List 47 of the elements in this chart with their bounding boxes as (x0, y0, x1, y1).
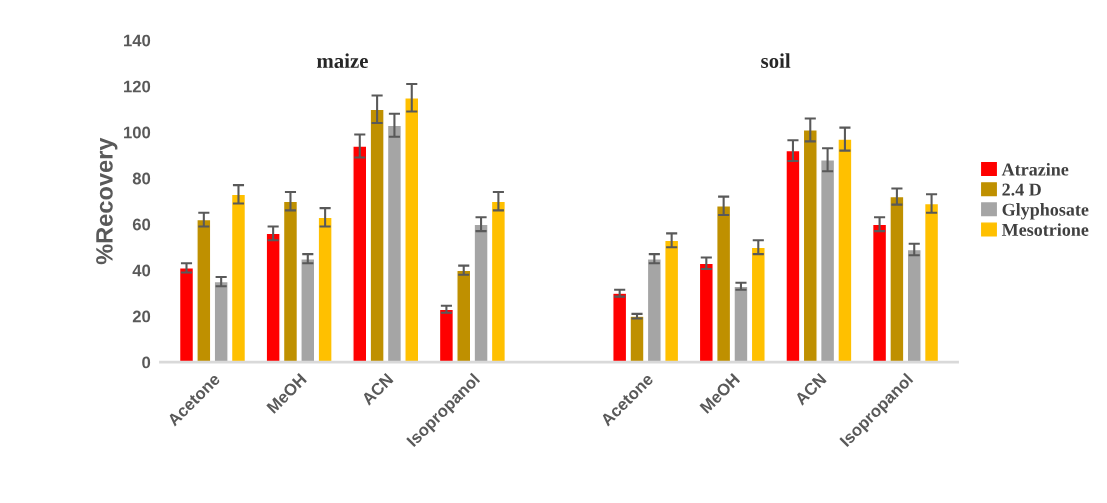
y-axis-title: %Recovery (96, 137, 118, 265)
bar (317, 216, 333, 363)
bar (282, 200, 299, 363)
y-tick-label: 100 (124, 126, 151, 139)
bar (456, 269, 472, 363)
legend-label: 2.4 D (1002, 183, 1041, 196)
y-tick-label: 40 (132, 264, 151, 277)
annotation: maize (316, 53, 368, 68)
bar (785, 149, 801, 363)
legend-label: Glyphosate (1002, 203, 1089, 220)
bar (871, 223, 888, 363)
legend-label: Atrazine (1001, 162, 1069, 176)
y-tick-label: 80 (132, 172, 151, 185)
bar (196, 218, 212, 363)
bar (733, 285, 749, 363)
y-tick-label: 20 (132, 310, 151, 323)
bar (490, 200, 507, 363)
bar (819, 159, 836, 363)
bar (213, 280, 229, 363)
bar (837, 138, 853, 363)
y-tick-label: 120 (124, 80, 151, 93)
legend-label: Mesotrione (1001, 223, 1089, 236)
bar (664, 239, 680, 363)
bar (646, 257, 662, 363)
bar (265, 232, 281, 363)
annotation: soil (761, 53, 791, 68)
bar (906, 248, 922, 363)
bar (923, 202, 940, 363)
y-tick-label: 140 (124, 34, 151, 47)
bar (750, 246, 766, 363)
y-tick-label: 60 (132, 218, 151, 231)
bar (438, 308, 455, 363)
bar (230, 193, 247, 363)
bar (369, 108, 385, 363)
bar (178, 267, 195, 363)
bar (698, 262, 714, 363)
y-tick-label: 0 (142, 356, 151, 369)
bar (404, 97, 420, 363)
bar (612, 292, 628, 363)
bar (352, 145, 368, 363)
bar (300, 257, 316, 363)
bar (802, 129, 818, 363)
bar (473, 223, 489, 363)
bar (889, 195, 905, 363)
bar (386, 124, 403, 363)
bar (629, 315, 645, 363)
bar (716, 205, 732, 363)
